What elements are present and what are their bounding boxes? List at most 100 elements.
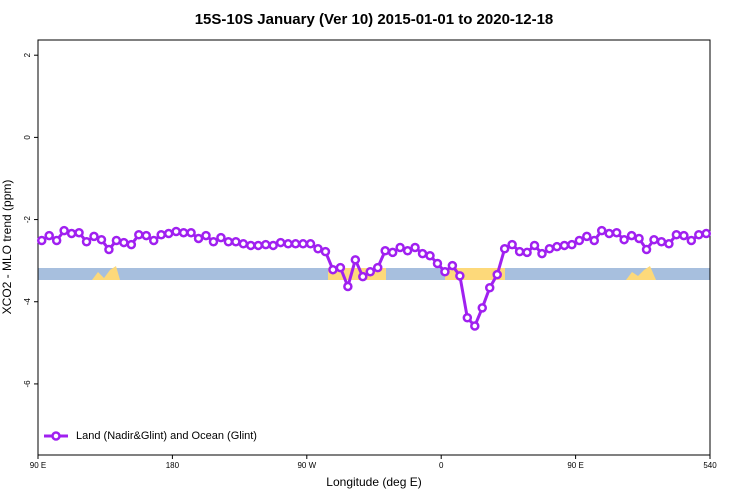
data-point bbox=[492, 269, 502, 280]
data-point bbox=[193, 233, 204, 244]
data-point bbox=[626, 230, 637, 241]
data-point bbox=[283, 239, 293, 249]
data-point bbox=[641, 244, 652, 255]
x-tick-label: 180 bbox=[166, 461, 180, 470]
data-point bbox=[231, 236, 241, 247]
data-point bbox=[320, 246, 331, 257]
data-point bbox=[582, 231, 592, 242]
data-point bbox=[96, 234, 107, 245]
data-point bbox=[589, 235, 600, 246]
data-point bbox=[238, 239, 249, 249]
x-tick-label: 0 bbox=[439, 461, 444, 470]
data-point bbox=[432, 258, 443, 269]
data-point bbox=[514, 246, 525, 257]
data-point bbox=[410, 242, 420, 253]
y-tick-label: -2 bbox=[23, 215, 32, 223]
legend-label: Land (Nadir&Glint) and Ocean (Glint) bbox=[76, 430, 257, 442]
x-tick-label: 540 bbox=[703, 461, 717, 470]
data-point bbox=[537, 248, 547, 259]
data-point bbox=[440, 266, 450, 277]
x-tick-label: 90 E bbox=[567, 461, 583, 470]
data-point bbox=[596, 225, 607, 236]
x-axis-label: Longitude (deg E) bbox=[326, 475, 421, 489]
data-point bbox=[74, 227, 84, 238]
data-point bbox=[701, 228, 712, 239]
data-point bbox=[365, 266, 376, 277]
data-point bbox=[260, 239, 271, 250]
data-point bbox=[656, 236, 667, 247]
data-point bbox=[51, 235, 62, 246]
data-point bbox=[313, 243, 323, 254]
data-point bbox=[402, 246, 413, 256]
legend-marker bbox=[51, 431, 61, 441]
data-point bbox=[171, 226, 181, 237]
data-point bbox=[59, 225, 69, 236]
data-point bbox=[470, 321, 480, 331]
plot-frame bbox=[37, 39, 711, 456]
data-point bbox=[574, 235, 585, 246]
data-point bbox=[134, 230, 144, 240]
data-point bbox=[36, 235, 47, 246]
data-point bbox=[66, 228, 77, 239]
data-point bbox=[111, 235, 122, 246]
y-tick-label: -6 bbox=[23, 380, 32, 388]
data-point bbox=[89, 231, 99, 242]
data-point bbox=[522, 247, 532, 258]
data-point bbox=[246, 240, 256, 251]
data-point bbox=[350, 255, 361, 265]
data-point bbox=[544, 243, 555, 254]
data-point bbox=[395, 242, 405, 253]
data-point bbox=[208, 236, 219, 247]
data-point bbox=[141, 230, 152, 241]
data-point bbox=[253, 240, 264, 251]
data-point bbox=[328, 264, 338, 275]
data-point bbox=[305, 239, 316, 249]
data-point bbox=[477, 303, 488, 313]
data-point bbox=[679, 230, 689, 241]
data-point bbox=[507, 239, 517, 250]
data-point bbox=[567, 239, 577, 250]
data-point bbox=[387, 247, 398, 258]
data-point bbox=[619, 234, 629, 245]
data-point bbox=[156, 230, 166, 240]
data-point bbox=[417, 248, 428, 259]
data-point bbox=[223, 236, 234, 247]
chart-title: 15S-10S January (Ver 10) 2015-01-01 to 2… bbox=[195, 11, 554, 28]
data-point bbox=[455, 271, 465, 281]
data-point bbox=[268, 240, 278, 251]
data-point bbox=[119, 237, 129, 248]
data-point bbox=[372, 262, 383, 273]
land-patch bbox=[92, 266, 120, 280]
data-point bbox=[552, 241, 562, 252]
data-point bbox=[447, 260, 458, 271]
data-point bbox=[611, 227, 622, 238]
data-point bbox=[81, 236, 92, 247]
data-point bbox=[649, 234, 659, 245]
data-point bbox=[335, 262, 346, 273]
data-point bbox=[694, 230, 704, 240]
data-point bbox=[358, 271, 368, 282]
y-tick-label: 0 bbox=[23, 135, 32, 140]
data-point bbox=[298, 239, 308, 249]
data-point bbox=[634, 233, 644, 244]
data-point bbox=[216, 232, 226, 243]
data-point bbox=[671, 230, 682, 240]
data-point bbox=[44, 230, 54, 241]
data-point bbox=[163, 228, 174, 239]
land-patch bbox=[626, 266, 656, 280]
data-point bbox=[499, 243, 510, 254]
data-point bbox=[529, 240, 540, 251]
x-tick-label: 90 W bbox=[297, 461, 316, 470]
data-point bbox=[343, 281, 353, 292]
data-point bbox=[604, 228, 614, 239]
data-point bbox=[104, 244, 114, 255]
data-point bbox=[484, 283, 495, 293]
data-point bbox=[380, 246, 390, 256]
data-point bbox=[126, 239, 137, 250]
data-point bbox=[186, 227, 196, 238]
data-point bbox=[686, 235, 697, 246]
x-tick-label: 90 E bbox=[30, 461, 46, 470]
data-point bbox=[290, 239, 301, 249]
data-point bbox=[201, 230, 211, 241]
